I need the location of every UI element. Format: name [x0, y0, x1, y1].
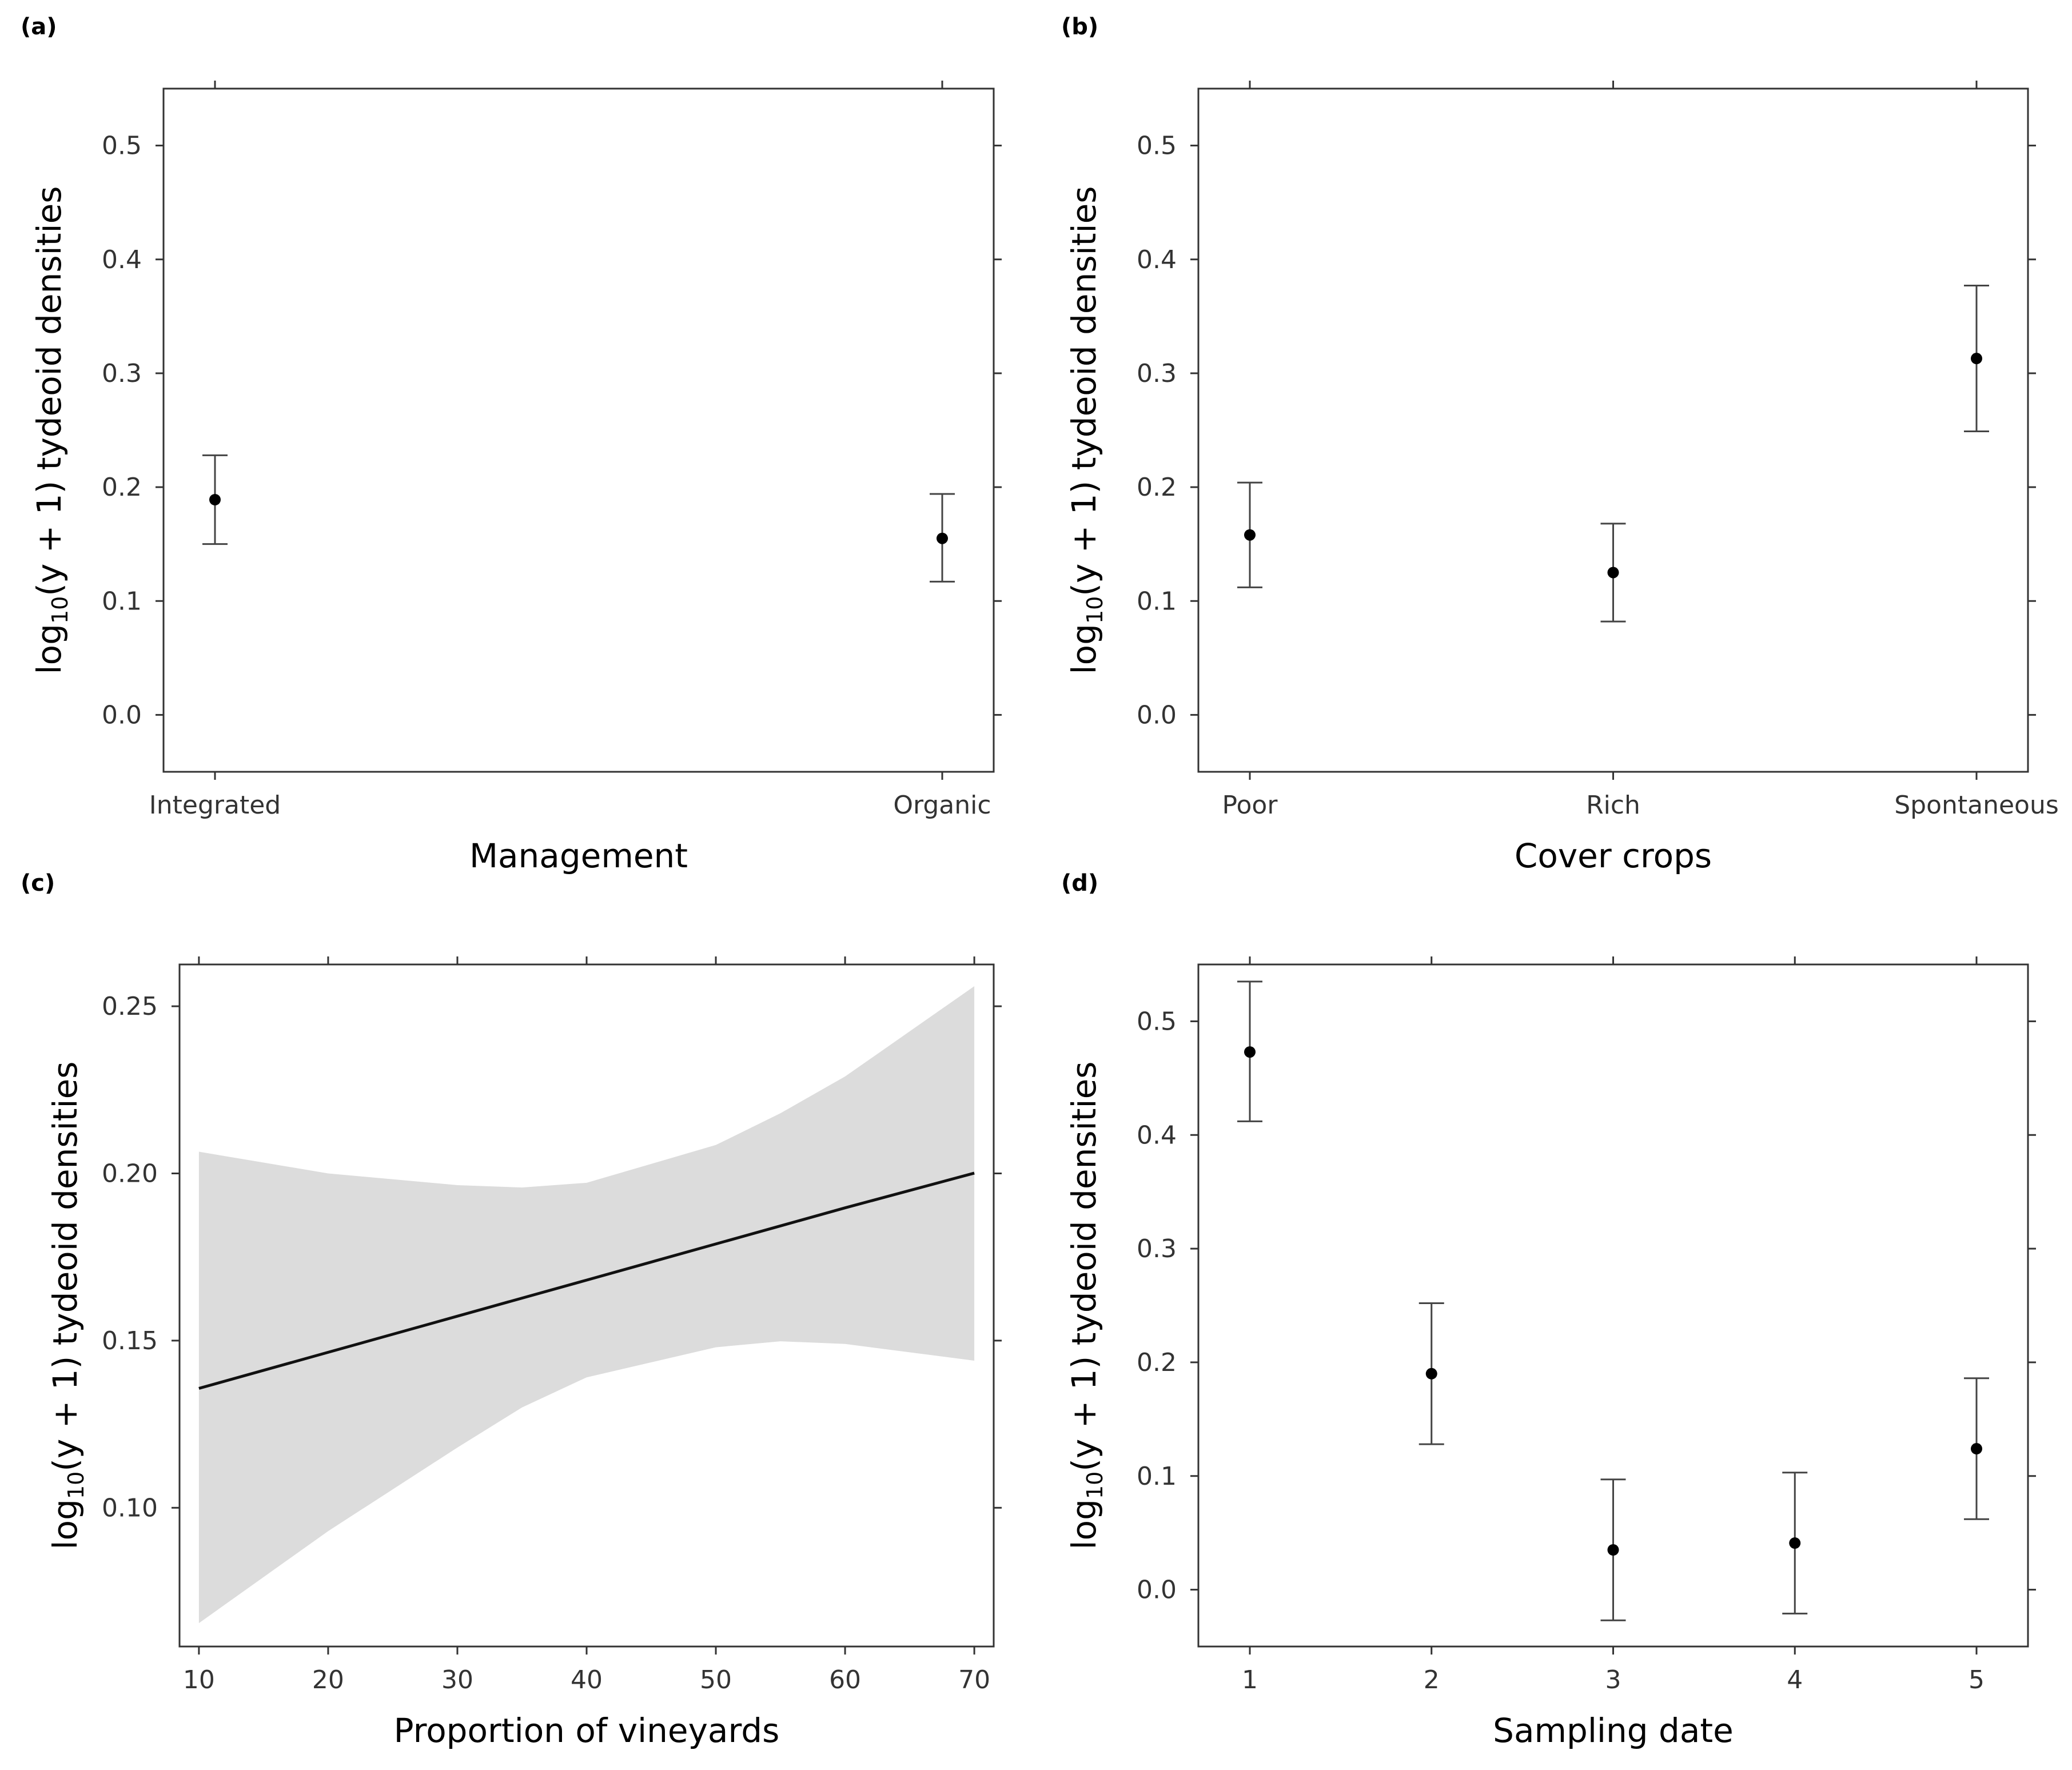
- x-axis-title: Cover crops: [1515, 836, 1712, 875]
- data-point: [1971, 353, 1982, 365]
- y-axis-title-log: log: [30, 624, 69, 674]
- y-axis-title: log10(y + 1) tydeoid densities: [1065, 186, 1107, 675]
- data-point: [1244, 529, 1256, 541]
- x-tick-label: 1: [1242, 1665, 1258, 1695]
- x-tick-label: 20: [312, 1665, 344, 1695]
- x-tick-label: 5: [1969, 1665, 1985, 1695]
- y-tick-label: 0.20: [102, 1159, 158, 1189]
- x-tick-label: 30: [441, 1665, 473, 1695]
- x-tick-label: Poor: [1222, 791, 1278, 820]
- y-axis-title-subscript: 10: [1082, 1472, 1107, 1499]
- y-tick-label: 0.0: [102, 700, 142, 729]
- data-point: [209, 493, 221, 505]
- x-tick-label: Rich: [1586, 791, 1640, 820]
- data-point: [1425, 1368, 1437, 1380]
- data-point: [1607, 567, 1619, 579]
- y-axis-title-log: log: [1065, 624, 1103, 674]
- y-tick-label: 0.10: [102, 1493, 158, 1522]
- panel-label: (b): [1061, 14, 1098, 40]
- y-axis-title-main: (y + 1) tydeoid densities: [46, 1062, 85, 1472]
- panel-label: (a): [21, 14, 57, 40]
- data-point: [1971, 1443, 1982, 1455]
- y-tick-label: 0.15: [102, 1326, 158, 1356]
- y-tick-label: 0.1: [102, 587, 142, 616]
- panel-b: (b) 0.0 0.1 0.2 0.3 0.4 0.5 Poor Rich Spontaneous…: [1061, 14, 2059, 875]
- y-tick-label: 0.25: [102, 992, 158, 1021]
- y-axis-title-main: (y + 1) tydeoid densities: [30, 186, 69, 596]
- x-tick-label: 3: [1605, 1665, 1621, 1695]
- panel-c: (c) 0.10 0.15 0.20 0.25 10 20 30 40 50 60 70 Proport…: [21, 870, 1002, 1750]
- y-tick-label: 0.4: [102, 245, 142, 274]
- x-axis-title: Proportion of vineyards: [394, 1711, 780, 1750]
- data-point: [1789, 1537, 1801, 1549]
- y-axis-title-subscript: 10: [63, 1472, 89, 1499]
- y-axis-title: log10(y + 1) tydeoid densities: [30, 186, 73, 675]
- x-tick-label: Integrated: [149, 791, 281, 820]
- x-tick-label: Spontaneous: [1894, 791, 2059, 820]
- y-tick-label: 0.5: [1137, 1007, 1177, 1036]
- y-tick-label: 0.3: [1137, 1234, 1177, 1263]
- y-tick-label: 0.1: [1137, 1462, 1177, 1491]
- panel-label: (c): [21, 870, 55, 896]
- x-tick-label: 50: [700, 1665, 732, 1695]
- y-tick-label: 0.2: [1137, 1348, 1177, 1377]
- y-tick-label: 0.4: [1137, 245, 1177, 274]
- y-tick-label: 0.4: [1137, 1121, 1177, 1150]
- y-axis-title-main: (y + 1) tydeoid densities: [1065, 186, 1103, 596]
- panel-a: (a) 0.0 0.1 0.2 0.3 0.4 0.5 Integrated Organic Ma…: [21, 14, 1002, 875]
- x-tick-label: 70: [958, 1665, 990, 1695]
- x-tick-label: Organic: [893, 791, 991, 820]
- panel-d: (d) 0.0 0.1 0.2 0.3 0.4 0.5 1 2 3 4 5 Sampling date l…: [1061, 870, 2036, 1750]
- y-axis-title-subscript: 10: [1082, 596, 1107, 624]
- data-point: [937, 532, 948, 544]
- confidence-band: [198, 986, 975, 1624]
- x-axis-title: Management: [469, 836, 688, 875]
- data-point: [1244, 1046, 1256, 1058]
- y-axis-title-main: (y + 1) tydeoid densities: [1065, 1062, 1103, 1472]
- y-tick-label: 0.5: [102, 131, 142, 161]
- panel-label: (d): [1061, 870, 1098, 896]
- x-tick-label: 4: [1787, 1665, 1803, 1695]
- y-tick-label: 0.1: [1137, 587, 1177, 616]
- x-tick-label: 40: [571, 1665, 603, 1695]
- y-axis-title-log: log: [1065, 1499, 1103, 1549]
- y-tick-label: 0.5: [1137, 131, 1177, 161]
- plot-frame: [1197, 87, 2029, 773]
- y-tick-label: 0.0: [1137, 1576, 1177, 1605]
- y-tick-label: 0.3: [1137, 359, 1177, 388]
- y-tick-label: 0.2: [1137, 473, 1177, 502]
- y-tick-label: 0.0: [1137, 700, 1177, 729]
- fit-line: [198, 1171, 975, 1390]
- y-axis-title: log10(y + 1) tydeoid densities: [1065, 1062, 1107, 1550]
- x-axis-title: Sampling date: [1493, 1711, 1734, 1750]
- x-tick-label: 10: [183, 1665, 215, 1695]
- y-axis-title: log10(y + 1) tydeoid densities: [46, 1062, 89, 1550]
- data-point: [1607, 1544, 1619, 1556]
- x-tick-label: 2: [1424, 1665, 1440, 1695]
- y-tick-label: 0.2: [102, 473, 142, 502]
- y-axis-title-log: log: [46, 1499, 85, 1549]
- y-tick-label: 0.3: [102, 359, 142, 388]
- y-axis-title-subscript: 10: [47, 596, 73, 624]
- plot-frame: [162, 87, 995, 773]
- x-tick-label: 60: [829, 1665, 861, 1695]
